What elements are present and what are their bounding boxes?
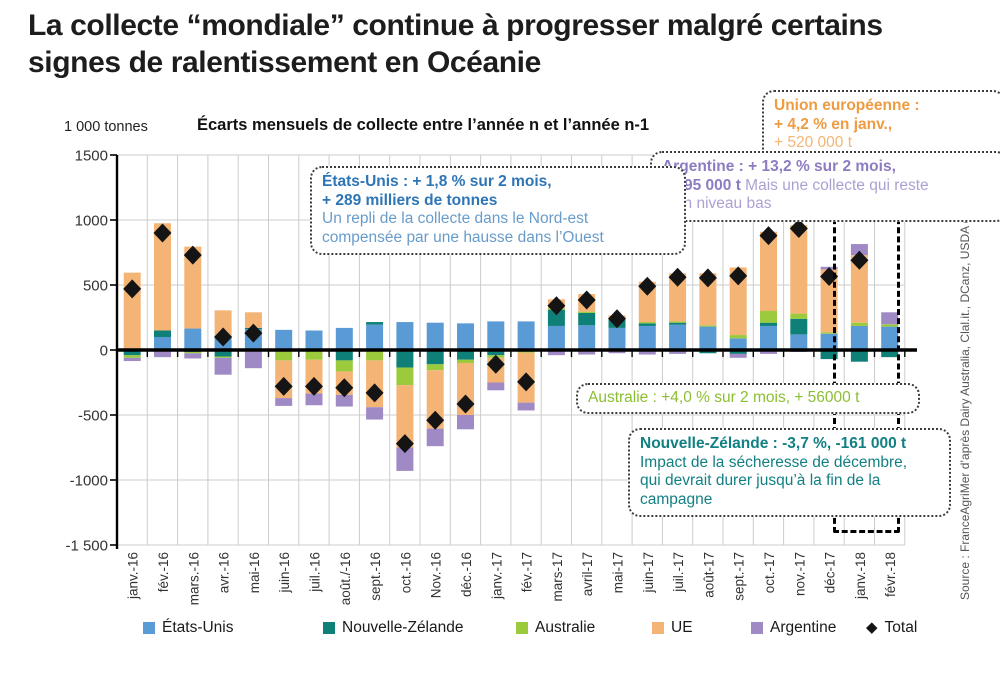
annotation-ue-line3: + 520 000 t (774, 134, 852, 152)
legend-swatch-etats-unis (143, 622, 155, 634)
svg-text:déc-17: déc-17 (823, 552, 838, 593)
svg-text:-500: -500 (78, 408, 108, 425)
svg-text:août./-16: août./-16 (338, 552, 353, 605)
annotation-nz-line2: Impact de la sécheresse de décembre, (640, 453, 908, 471)
annotation-australie: Australie : +4,0 % sur 2 mois, + 56000 t (576, 383, 920, 414)
legend-label-ue: UE (671, 619, 693, 636)
svg-text:oct.-17: oct.-17 (762, 552, 777, 593)
legend-label-nouvelle-zelande: Nouvelle-Zélande (342, 619, 464, 636)
axes (110, 154, 917, 549)
annotation-etats-unis: États-Unis : + 1,8 % sur 2 mois, + 289 m… (310, 166, 686, 256)
diamond-marker-icon: ◆ (866, 619, 878, 636)
svg-text:avril-17: avril-17 (580, 552, 595, 596)
svg-text:-1 500: -1 500 (65, 538, 108, 555)
annotation-argentine-line2: + 195 000 t Mais une collecte qui reste (662, 176, 929, 194)
annotation-australie-text: Australie : +4,0 % sur 2 mois, + 56000 t (588, 389, 860, 406)
svg-text:août-17: août-17 (701, 552, 716, 598)
legend-item-etats-unis: États-Unis (143, 619, 234, 637)
svg-text:janv.-16: janv.-16 (126, 552, 141, 600)
page-title: La collecte “mondiale” continue à progre… (28, 9, 883, 79)
annotation-usa-line1: États-Unis : + 1,8 % sur 2 mois, (322, 173, 552, 190)
svg-text:mai-16: mai-16 (247, 552, 262, 593)
annotation-usa-line4: compensée par une hausse dans l’Ouest (322, 228, 604, 246)
svg-text:févr.-18: févr.-18 (883, 552, 898, 597)
svg-text:sept.-16: sept.-16 (368, 552, 383, 601)
legend-label-argentine: Argentine (770, 619, 837, 636)
legend-item-total: ◆ Total (866, 619, 917, 637)
svg-text:sept.-17: sept.-17 (732, 552, 747, 601)
legend-label-australie: Australie (535, 619, 596, 636)
legend-swatch-argentine (751, 622, 763, 634)
legend-item-ue: UE (652, 619, 693, 637)
legend-label-etats-unis: États-Unis (162, 619, 234, 636)
annotation-ue-line2: + 4,2 % en janv., (774, 115, 893, 133)
svg-text:juin-16: juin-16 (277, 552, 292, 594)
legend-swatch-nouvelle-zelande (323, 622, 335, 634)
annotation-nz-line1: Nouvelle-Zélande : -3,7 %, -161 000 t (640, 435, 907, 452)
annotation-argentine-line1: Argentine : + 13,2 % sur 2 mois, (662, 158, 896, 175)
annotation-nz-line4: campagne (640, 490, 713, 508)
svg-text:mai-17: mai-17 (611, 552, 626, 593)
svg-text:1500: 1500 (75, 148, 108, 165)
legend-item-australie: Australie (516, 619, 595, 637)
legend-swatch-australie (516, 622, 528, 634)
svg-text:déc.-16: déc.-16 (459, 552, 474, 597)
svg-text:janv.-17: janv.-17 (489, 552, 504, 600)
axis-labels: janv.-16 fév.-16 mars.-16 avr.-16 mai-16 juin… (65, 148, 898, 606)
annotation-ue-line1: Union européenne : (774, 97, 920, 114)
svg-text:1000: 1000 (75, 213, 108, 230)
legend-swatch-ue (652, 622, 664, 634)
annotation-nouvelle-zelande: Nouvelle-Zélande : -3,7 %, -161 000 t Im… (628, 428, 951, 518)
svg-text:-1000: -1000 (70, 473, 108, 490)
annotation-argentine-line3: à un niveau bas (662, 195, 772, 213)
legend-item-nouvelle-zelande: Nouvelle-Zélande (323, 619, 464, 637)
svg-text:juil.-16: juil.-16 (308, 552, 323, 593)
svg-text:oct.-16: oct.-16 (398, 552, 413, 593)
svg-text:0: 0 (100, 343, 108, 360)
total-markers (123, 218, 869, 454)
svg-text:500: 500 (83, 278, 108, 295)
annotation-usa-line3: Un repli de la collecte dans le Nord-est (322, 210, 589, 228)
svg-text:juin-17: juin-17 (641, 552, 656, 594)
svg-text:avr.-16: avr.-16 (217, 552, 232, 593)
chart-title: Écarts mensuels de collecte entre l’anné… (197, 116, 650, 134)
annotation-usa-line2: + 289 milliers de tonnes (322, 191, 498, 209)
svg-text:Nov.-16: Nov.-16 (429, 552, 444, 598)
svg-text:mars-17: mars-17 (550, 552, 565, 602)
annotation-nz-line3: qui devrait durer jusqu’à la fin de la (640, 472, 881, 490)
legend-label-total: Total (884, 619, 918, 636)
y-axis-unit-label: 1 000 tonnes (64, 119, 148, 135)
svg-text:nov.-17: nov.-17 (792, 552, 807, 596)
legend-item-argentine: Argentine (751, 619, 836, 637)
svg-text:janv.-18: janv.-18 (853, 552, 868, 600)
svg-text:fév.-17: fév.-17 (520, 552, 535, 592)
svg-text:fév.-16: fév.-16 (156, 552, 171, 592)
annotation-argentine: Argentine : + 13,2 % sur 2 mois, + 195 0… (650, 151, 1000, 222)
chart-legend: États-Unis Nouvelle-Zélande Australie UE… (0, 619, 1000, 645)
svg-text:mars.-16: mars.-16 (186, 552, 201, 605)
svg-text:juil.-17: juil.-17 (671, 552, 686, 593)
